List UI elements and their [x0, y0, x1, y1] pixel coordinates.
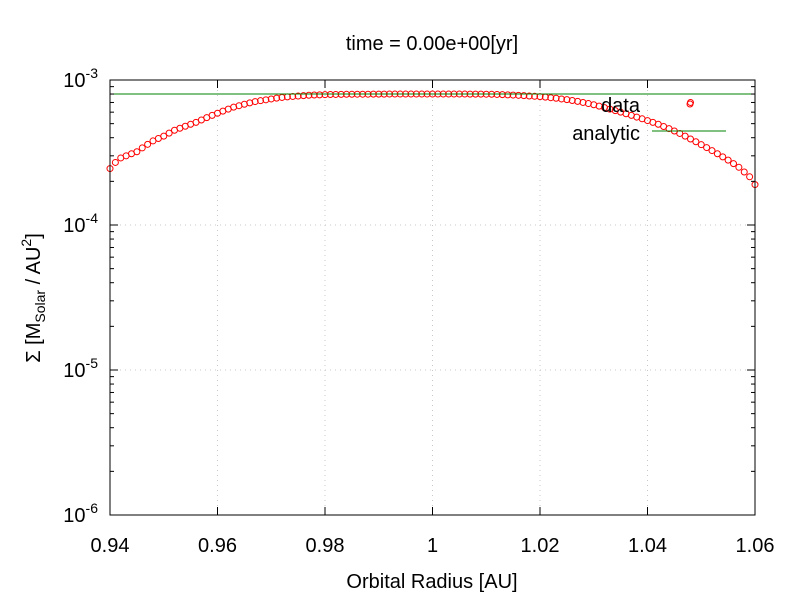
y-axis-label: Σ [MSolar / AU2]: [18, 233, 48, 363]
tick-layer: 0.94 0.96 0.98 1 1.02 1.04 1.06 10-6 10-5 10-4 10-…: [63, 65, 774, 557]
data-point: [708, 147, 716, 155]
data-point: [563, 96, 571, 104]
data-point: [520, 92, 528, 100]
x-tick-label: 0.94: [91, 535, 130, 557]
legend-marker-data: [686, 100, 694, 108]
x-tick-label: 0.96: [198, 535, 237, 557]
data-point: [509, 91, 517, 99]
data-point: [310, 91, 318, 99]
data-point: [515, 91, 522, 99]
data-point: [719, 153, 727, 161]
y-tick-label: 10-4: [63, 210, 98, 237]
x-tick-label: 1: [427, 535, 438, 557]
legend-label-data: data: [601, 95, 641, 117]
data-point: [676, 129, 684, 137]
data-point: [300, 92, 307, 100]
y-label-middle: / AU: [23, 247, 45, 290]
x-tick-label: 1.04: [628, 535, 667, 557]
y-tick-label: 10-6: [63, 500, 98, 527]
data-point: [558, 95, 565, 103]
data-point: [735, 163, 743, 171]
data-point: [525, 92, 533, 100]
data-point: [724, 156, 732, 164]
data-point: [531, 92, 539, 100]
y-label-prefix: Σ [M: [23, 323, 45, 363]
data-point: [138, 144, 146, 152]
legend-label-analytic: analytic: [572, 123, 640, 145]
x-tick-label: 0.98: [306, 535, 345, 557]
data-point: [267, 95, 275, 103]
data-point: [498, 91, 506, 99]
data-point: [305, 91, 313, 99]
y-tick-label: 10-3: [63, 65, 98, 92]
y-tick-label: 10-5: [63, 355, 98, 382]
series-layer: [106, 90, 759, 189]
data-point: [133, 148, 141, 156]
data-point: [294, 92, 302, 100]
data-point: [160, 132, 168, 140]
grid-layer: [110, 80, 755, 515]
chart-title: time = 0.00e+00[yr]: [346, 33, 518, 55]
x-tick-label: 1.06: [736, 535, 775, 557]
data-point: [321, 91, 329, 99]
data-point: [703, 144, 711, 152]
data-point: [547, 94, 555, 102]
y-label-subscript: Solar: [32, 290, 48, 323]
y-label-suffix: ]: [23, 233, 45, 239]
data-point: [697, 141, 705, 149]
data-point: [552, 94, 560, 102]
data-point: [316, 91, 324, 99]
data-point: [262, 96, 270, 104]
data-point: [251, 98, 259, 106]
data-point: [730, 160, 737, 168]
data-point: [687, 135, 694, 143]
data-point: [746, 173, 754, 181]
data-point: [568, 97, 576, 105]
data-point: [740, 168, 748, 176]
x-axis-label: Orbital Radius [AU]: [346, 571, 517, 593]
data-point: [681, 132, 689, 140]
data-point: [111, 158, 119, 166]
x-tick-label: 1.02: [521, 535, 560, 557]
data-point: [165, 129, 173, 137]
data-point: [713, 150, 721, 158]
data-point: [504, 91, 512, 99]
data-point: [144, 140, 152, 148]
data-point: [273, 94, 281, 102]
data-point: [692, 138, 700, 146]
data-point: [257, 97, 264, 105]
y-label-superscript: 2: [18, 239, 34, 247]
data-point: [289, 92, 297, 100]
legend: data analytic: [572, 95, 726, 145]
